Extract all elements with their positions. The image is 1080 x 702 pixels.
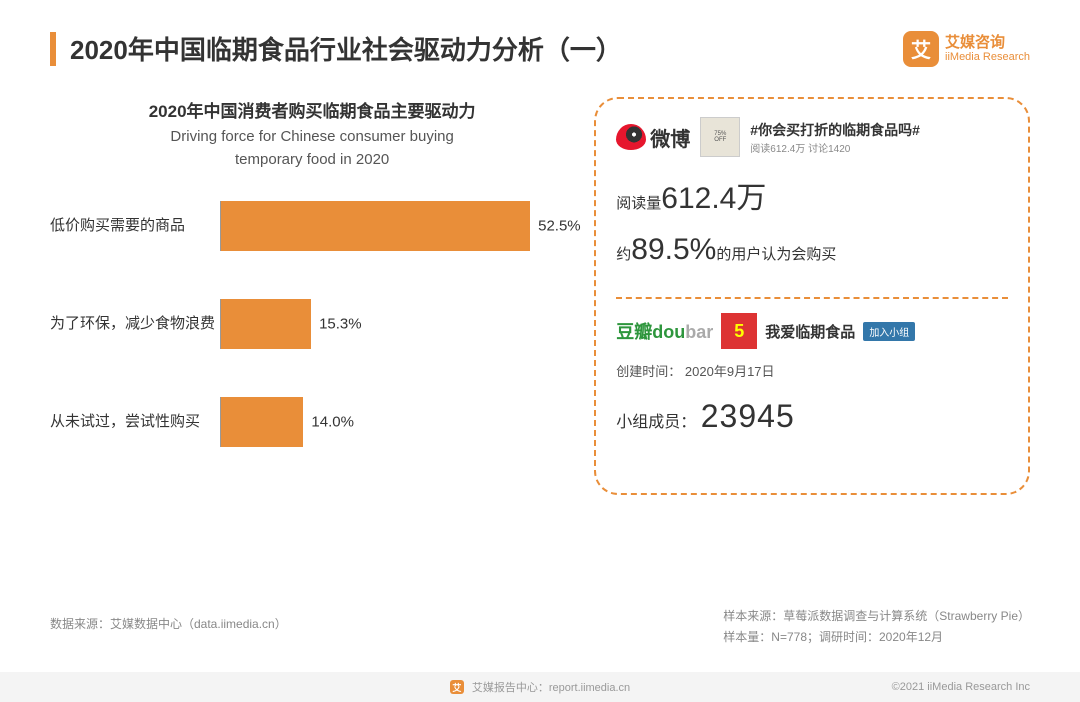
bar-label: 为了环保，减少食物浪费 — [50, 314, 220, 334]
bar-row: 为了环保，减少食物浪费 15.3% — [50, 299, 574, 349]
join-group-button[interactable]: 加入小组 — [863, 322, 915, 341]
page-title: 2020年中国临期食品行业社会驱动力分析（一） — [70, 30, 903, 67]
douban-thumb: 5 — [721, 313, 757, 349]
bottom-bar: 艾 艾媒报告中心：report.iimedia.cn ©2021 iiMedia… — [0, 672, 1080, 702]
bar-fill — [221, 397, 303, 447]
weibo-buy-stat: 约89.5%的用户认为会购买 — [616, 233, 1008, 267]
bar-label: 低价购买需要的商品 — [50, 216, 220, 236]
bar-track: 52.5% — [220, 201, 574, 251]
weibo-section: 微博 75% OFF #你会买打折的临期食品吗# 阅读612.4万 讨论1420… — [616, 117, 1008, 299]
bar-track: 14.0% — [220, 397, 574, 447]
bar-track: 15.3% — [220, 299, 574, 349]
bottom-center-text: 艾媒报告中心：report.iimedia.cn — [472, 679, 630, 695]
logo-cn: 艾媒咨询 — [945, 34, 1030, 51]
logo-mark: 艾 — [903, 31, 939, 67]
bottom-copyright: ©2021 iiMedia Research Inc — [892, 681, 1030, 693]
footer-source-left: 数据来源：艾媒数据中心（data.iimedia.cn） — [50, 615, 287, 632]
header: 2020年中国临期食品行业社会驱动力分析（一） 艾 艾媒咨询 iiMedia R… — [50, 30, 1030, 67]
weibo-topic-meta: 阅读612.4万 讨论1420 — [750, 140, 920, 155]
footer-source-right: 样本来源：草莓派数据调查与计算系统（Strawberry Pie） 样本量：N=… — [723, 606, 1030, 647]
logo-en: iiMedia Research — [945, 51, 1030, 64]
weibo-read-stat: 阅读量612.4万 — [616, 173, 1008, 217]
weibo-thumb: 75% OFF — [700, 117, 740, 157]
bar-value: 15.3% — [319, 316, 362, 333]
brand-logo: 艾 艾媒咨询 iiMedia Research — [903, 31, 1030, 67]
bar-chart: 2020年中国消费者购买临期食品主要驱动力 Driving force for … — [50, 97, 574, 495]
douban-section: 豆瓣doubar 5 我爱临期食品 加入小组 创建时间： 2020年9月17日 … — [616, 313, 1008, 435]
social-panel: 微博 75% OFF #你会买打折的临期食品吗# 阅读612.4万 讨论1420… — [594, 97, 1030, 495]
bottom-logo-icon: 艾 — [450, 680, 464, 694]
chart-title-en: Driving force for Chinese consumer buyin… — [50, 126, 574, 171]
bar-fill — [221, 299, 311, 349]
accent-bar — [50, 32, 56, 66]
bar-fill — [221, 201, 530, 251]
douban-logo: 豆瓣doubar — [616, 318, 713, 344]
weibo-topic: #你会买打折的临期食品吗# — [750, 120, 920, 140]
douban-created: 创建时间： 2020年9月17日 — [616, 361, 1008, 380]
douban-members: 小组成员： 23945 — [616, 398, 1008, 435]
bar-row: 低价购买需要的商品52.5% — [50, 201, 574, 251]
bar-value: 52.5% — [538, 218, 581, 235]
bar-row: 从未试过，尝试性购买 14.0% — [50, 397, 574, 447]
chart-title-cn: 2020年中国消费者购买临期食品主要驱动力 — [50, 97, 574, 122]
weibo-logo: 微博 — [616, 123, 690, 152]
douban-group-name: 我爱临期食品 — [765, 321, 855, 342]
bar-value: 14.0% — [311, 414, 354, 431]
bar-label: 从未试过，尝试性购买 — [50, 412, 220, 432]
weibo-eye-icon — [616, 124, 646, 150]
